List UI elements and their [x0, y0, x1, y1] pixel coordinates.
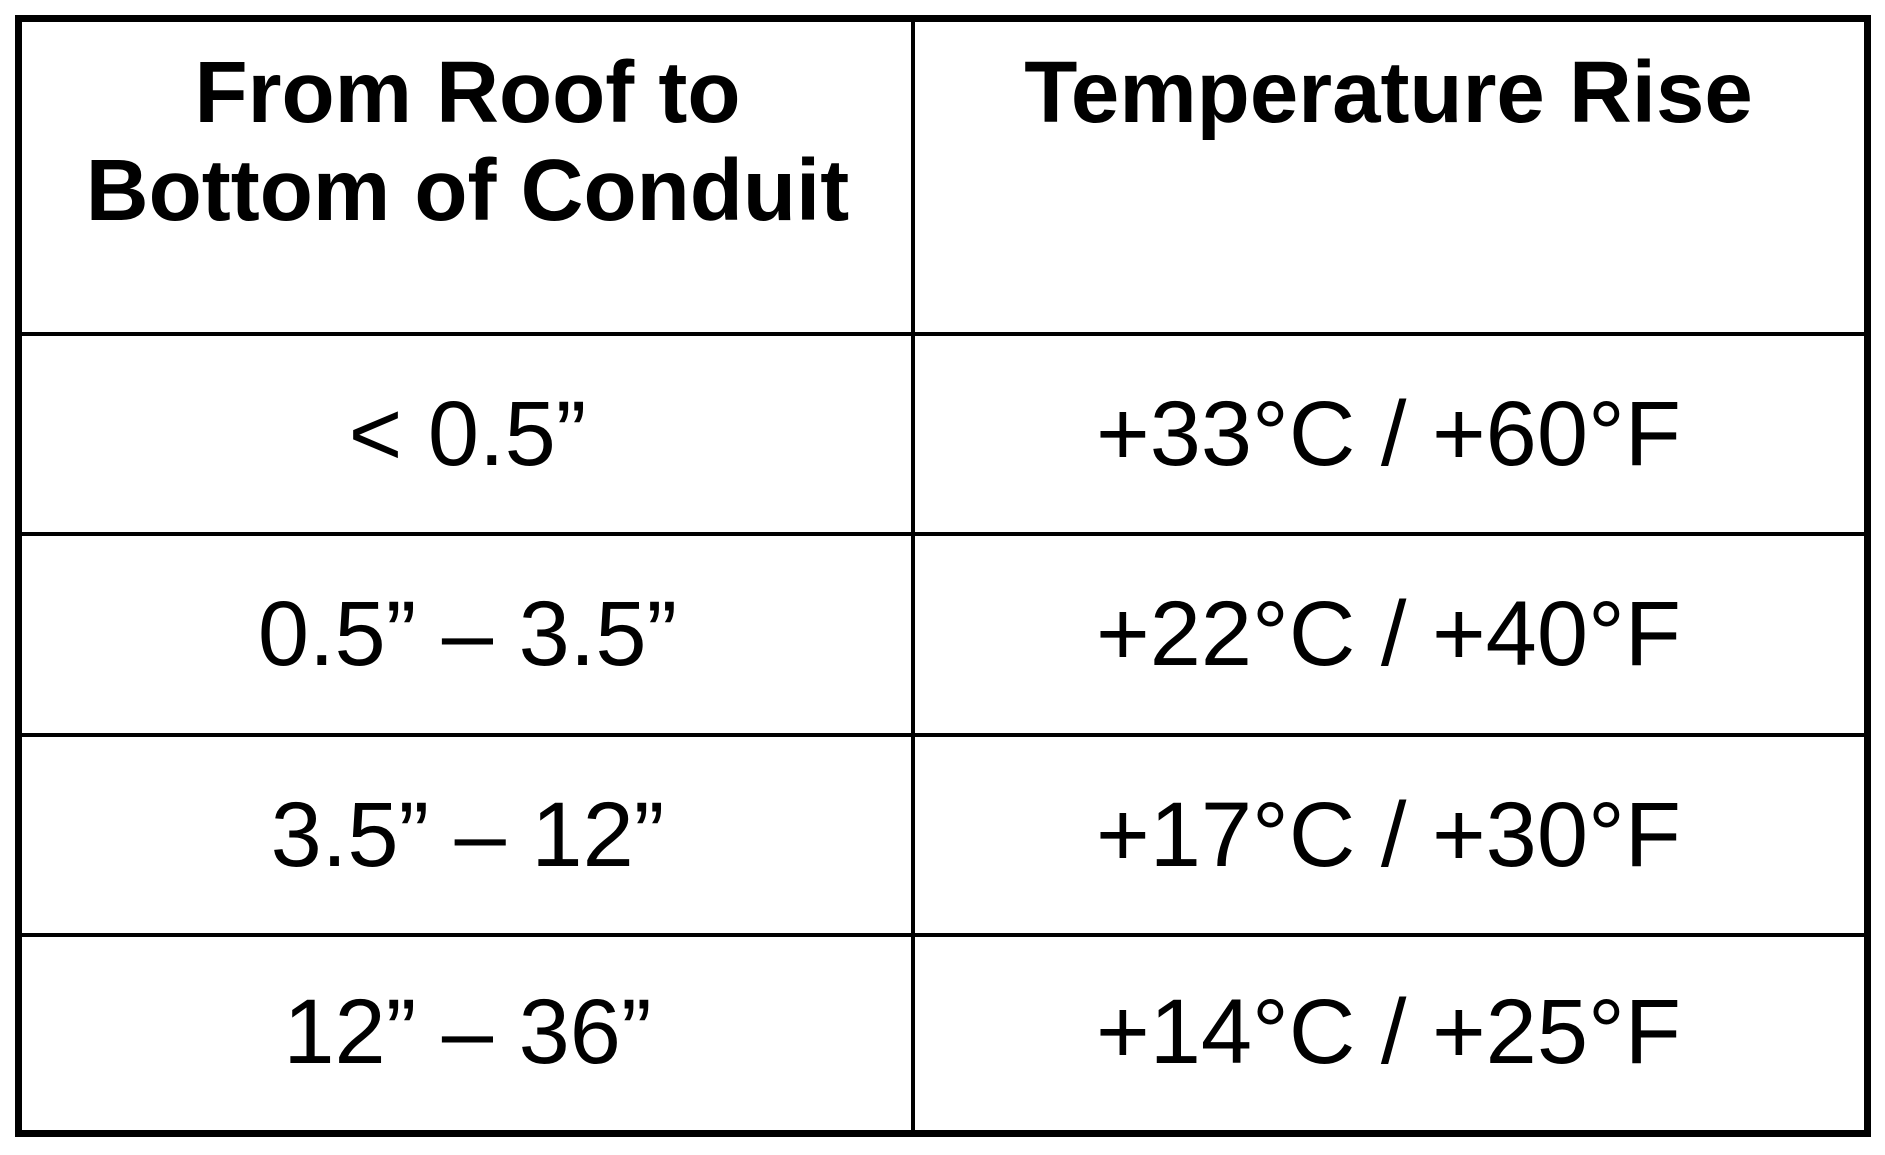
row-divider	[22, 532, 1864, 536]
table-cell: +22°C / +40°F	[1095, 583, 1682, 685]
table: From Roof to Bottom of Conduit Temperatur…	[15, 15, 1871, 1137]
row-divider	[22, 332, 1864, 336]
table-cell: +33°C / +60°F	[1095, 382, 1682, 485]
header-cell: Temperature Rise	[1024, 44, 1753, 141]
table-cell: 12” – 36”	[283, 981, 652, 1083]
row-divider	[22, 733, 1864, 737]
table-cell: < 0.5”	[348, 382, 587, 485]
table-cell: +14°C / +25°F	[1095, 981, 1682, 1083]
table-cell: 3.5” – 12”	[270, 783, 665, 886]
column-divider	[911, 22, 915, 1130]
table-cell: +17°C / +30°F	[1095, 783, 1682, 886]
header-cell: From Roof to Bottom of Conduit	[85, 44, 850, 239]
row-divider	[22, 933, 1864, 937]
table-cell: 0.5” – 3.5”	[257, 583, 678, 685]
